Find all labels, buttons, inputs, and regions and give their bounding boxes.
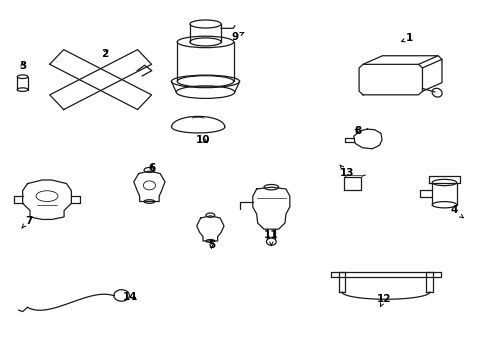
Text: 13: 13 bbox=[339, 165, 353, 178]
Text: 3: 3 bbox=[19, 61, 26, 71]
Text: 8: 8 bbox=[354, 126, 361, 135]
Text: 7: 7 bbox=[22, 216, 32, 228]
Text: 14: 14 bbox=[122, 292, 137, 302]
Text: 6: 6 bbox=[148, 163, 155, 173]
Text: 9: 9 bbox=[231, 32, 244, 41]
Text: 11: 11 bbox=[264, 230, 278, 246]
Text: 12: 12 bbox=[376, 294, 390, 307]
Text: 2: 2 bbox=[101, 49, 108, 59]
Text: 1: 1 bbox=[401, 33, 412, 43]
Text: 4: 4 bbox=[449, 206, 462, 218]
Text: 5: 5 bbox=[207, 239, 215, 249]
Text: 10: 10 bbox=[195, 135, 210, 145]
